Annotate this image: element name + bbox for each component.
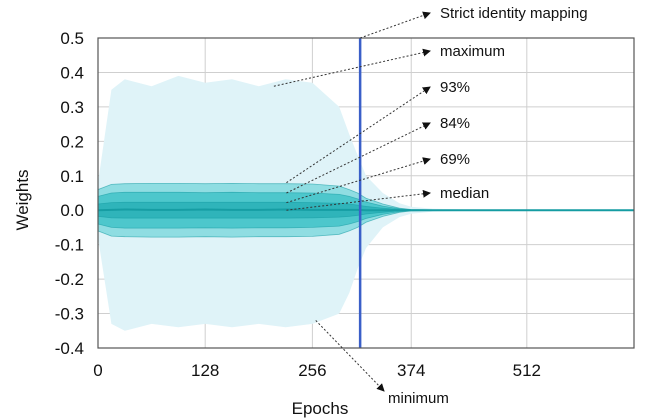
distribution-bands [98,75,634,331]
annotation-arrow-84pct [286,122,431,194]
y-tick-label: 0.3 [60,98,84,117]
x-tick-label: 0 [93,361,102,380]
y-tick-label: 0.2 [60,132,84,151]
x-tick-label: 374 [397,361,425,380]
axis-titles: Epochs Weights [13,169,348,418]
plot-border [97,37,635,349]
annotation-arrow-minimum [315,320,385,392]
plot-frame [97,37,635,349]
annotation-label-strict-identity-mapping: Strict identity mapping [440,5,588,22]
annotation-label-median: median [440,185,489,202]
y-tick-label: -0.3 [55,305,84,324]
y-tick-label: -0.1 [55,236,84,255]
y-tick-label: 0.5 [60,29,84,48]
y-tick-label: 0.1 [60,167,84,186]
y-tick-label: 0.0 [60,201,84,220]
x-tick-label: 256 [298,361,326,380]
annotation-arrow-strict-identity-mapping [359,11,431,39]
annotation-arrow-median [286,189,431,211]
percentile-line-7pct [98,210,634,238]
annotation-label-84pct: 84% [440,115,470,132]
x-axis-title: Epochs [292,399,349,418]
annotation-label-minimum: minimum [388,390,449,407]
annotation-label-93pct: 93% [440,79,470,96]
annotations: Strict identity mapping maximum 93% 84% 69% m… [273,5,588,407]
y-axis-title: Weights [13,169,32,230]
x-tick-label: 512 [513,361,541,380]
annotation-arrow-69pct [286,157,431,204]
tick-labels: 0.5 0.4 0.3 0.2 0.1 0.0 -0.1 -0.2 -0.3 -0.4 0 128 25… [55,29,541,380]
y-tick-label: -0.4 [55,339,84,358]
annotation-arrow-maximum [273,48,431,87]
x-tick-label: 128 [191,361,219,380]
y-tick-label: 0.4 [60,63,84,82]
annotation-label-69pct: 69% [440,151,470,168]
annotation-label-maximum: maximum [440,43,505,60]
annotation-arrow-93pct [286,86,431,184]
y-tick-label: -0.2 [55,270,84,289]
